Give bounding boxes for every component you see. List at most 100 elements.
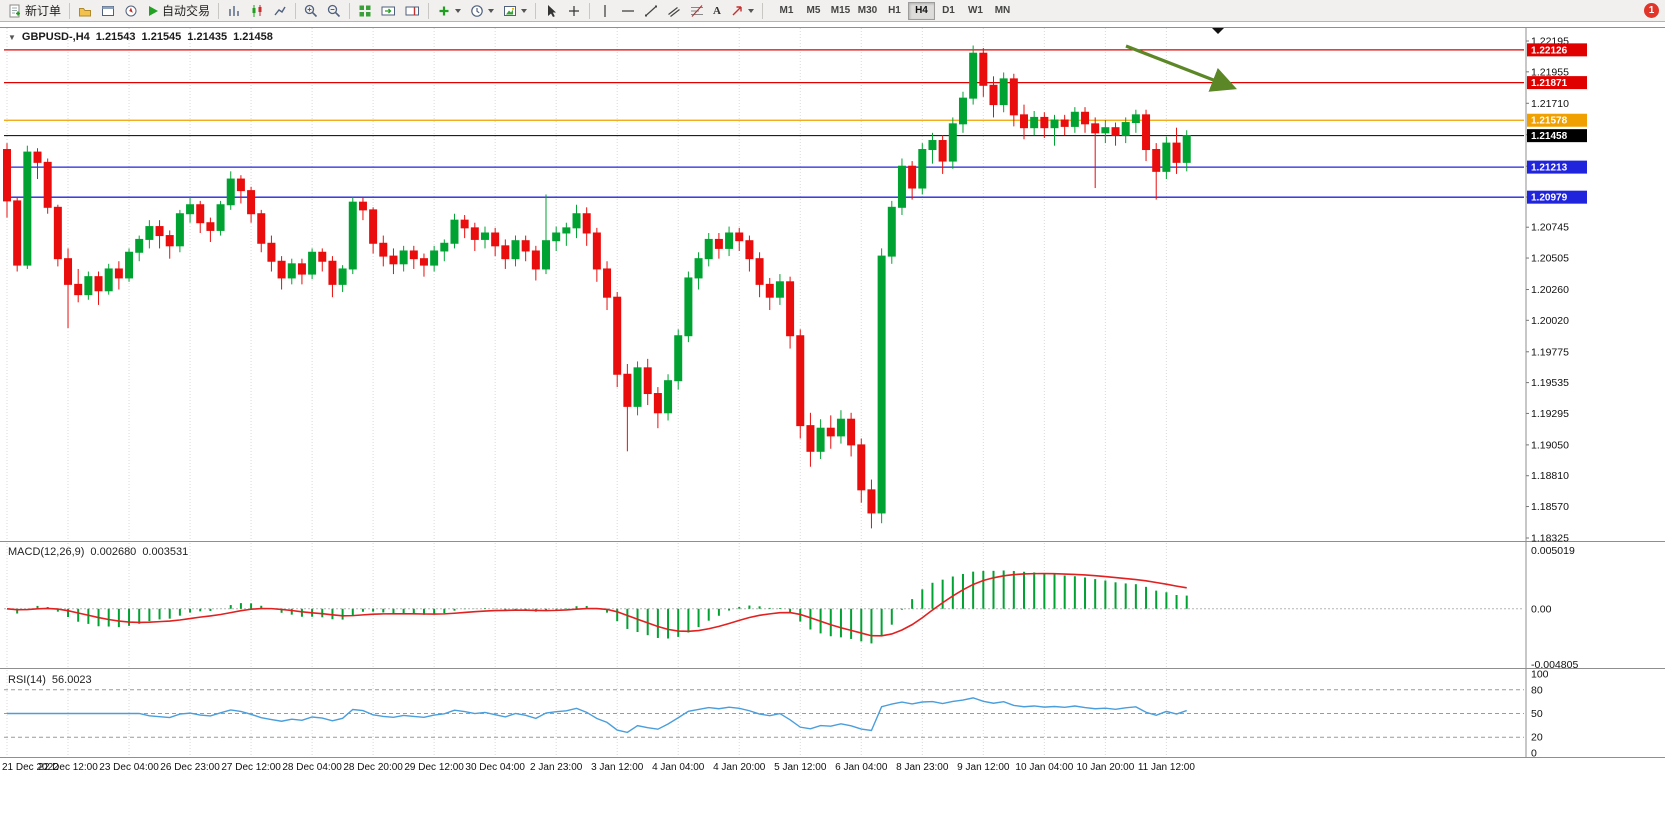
arrows-tool-button[interactable] xyxy=(726,1,758,21)
timeframe-button-h1[interactable]: H1 xyxy=(881,2,908,20)
time-axis-label: 9 Jan 12:00 xyxy=(957,762,1010,773)
zoom-in-button[interactable] xyxy=(300,1,322,21)
price-line-label[interactable] xyxy=(1527,113,1587,127)
profiles-button[interactable] xyxy=(74,1,96,21)
line-chart-button[interactable] xyxy=(269,1,291,21)
rsi-axis-label: 20 xyxy=(1531,732,1543,744)
timeframe-toolbar: M1 M5 M15 M30 H1 H4 D1 W1 MN xyxy=(773,1,1016,20)
toolbar-separator xyxy=(218,2,220,19)
auto-scroll-button[interactable] xyxy=(377,1,400,21)
chart-canvas[interactable]: 1.221951.219551.217101.214651.212201.209… xyxy=(0,22,1665,830)
chart-area: 1.221951.219551.217101.214651.212201.209… xyxy=(0,22,1665,830)
macd-signal-value: 0.003531 xyxy=(142,546,189,558)
time-axis-label: 4 Jan 04:00 xyxy=(652,762,705,773)
navigator-button[interactable] xyxy=(120,1,142,21)
chart-shift-button[interactable] xyxy=(401,1,424,21)
time-axis-label: 26 Dec 23:00 xyxy=(160,762,220,773)
price-tick-label: 1.18810 xyxy=(1531,470,1569,482)
price-line-label[interactable] xyxy=(1527,190,1587,204)
price-line-label[interactable] xyxy=(1527,76,1587,90)
zoom-in-icon xyxy=(304,4,318,17)
macd-signal-line xyxy=(6,572,1187,637)
dropdown-caret-icon xyxy=(455,8,462,13)
time-axis-label: 23 Dec 04:00 xyxy=(99,762,159,773)
timeframe-button-w1[interactable]: W1 xyxy=(962,2,989,20)
price-line-label[interactable] xyxy=(1527,160,1587,174)
compass-icon xyxy=(125,5,137,16)
auto-trading-label: 自动交易 xyxy=(162,4,211,18)
time-axis-label: 8 Jan 23:00 xyxy=(896,762,949,773)
time-axis-label: 21 Dec 2022 xyxy=(2,762,59,773)
svg-text:1.21213: 1.21213 xyxy=(1531,163,1568,174)
trendline-button[interactable] xyxy=(640,1,662,21)
timeframe-button-h4[interactable]: H4 xyxy=(907,1,935,20)
new-order-button[interactable]: 新订单 xyxy=(4,1,65,21)
time-axis-label: 28 Dec 20:00 xyxy=(343,762,403,773)
template-image-icon xyxy=(504,5,517,16)
price-tick-label: 1.21710 xyxy=(1531,98,1569,110)
text-tool-button[interactable]: A xyxy=(709,1,725,21)
timeframe-button-m1[interactable]: M1 xyxy=(773,2,800,20)
ohlc-high-value: 1.21545 xyxy=(141,31,182,43)
timeframe-button-m15[interactable]: M15 xyxy=(827,2,854,20)
templates-button[interactable] xyxy=(499,1,531,21)
time-axis-label: 4 Jan 20:00 xyxy=(713,762,766,773)
indicators-plus-icon xyxy=(439,6,449,15)
rsi-value: 56.0023 xyxy=(51,674,92,686)
vertical-line-button[interactable] xyxy=(594,1,616,21)
macd-label: MACD(12,26,9) xyxy=(8,546,85,558)
periods-button[interactable] xyxy=(466,1,498,21)
time-axis-label: 30 Dec 04:00 xyxy=(465,762,525,773)
price-tick-label: 1.21955 xyxy=(1531,66,1569,78)
candlestick-chart-icon xyxy=(252,4,262,17)
chart-marker-triangle[interactable] xyxy=(1211,27,1225,34)
horizontal-level-lines xyxy=(4,49,1524,198)
indicators-button[interactable] xyxy=(433,1,465,21)
timeframe-button-mn[interactable]: MN xyxy=(989,2,1016,20)
window-icon xyxy=(102,5,115,16)
chart-shift-icon xyxy=(405,6,420,15)
zoom-out-button[interactable] xyxy=(323,1,345,21)
timeframe-button-m5[interactable]: M5 xyxy=(800,2,827,20)
timeframe-button-m30[interactable]: M30 xyxy=(854,2,881,20)
time-axis-label: 10 Jan 20:00 xyxy=(1076,762,1134,773)
dropdown-caret-icon xyxy=(488,8,495,13)
equidistant-channel-button[interactable] xyxy=(663,1,685,21)
line-chart-icon xyxy=(274,6,286,15)
channel-icon xyxy=(668,6,680,17)
price-tick-label: 1.20505 xyxy=(1531,253,1569,265)
price-line-label[interactable] xyxy=(1527,129,1587,143)
macd-axis-label: 0.005019 xyxy=(1531,545,1575,557)
arrow-tool-icon xyxy=(732,5,742,15)
crosshair-button[interactable] xyxy=(563,1,585,21)
tile-windows-button[interactable] xyxy=(354,1,376,21)
toolbar-separator xyxy=(428,2,430,19)
ohlc-close-value: 1.21458 xyxy=(233,31,273,43)
price-tick-label: 1.20745 xyxy=(1531,222,1569,234)
cursor-button[interactable] xyxy=(540,1,562,21)
folder-icon xyxy=(79,7,92,16)
ohlc-low-value: 1.21435 xyxy=(187,31,228,43)
dropdown-caret-icon xyxy=(521,8,528,13)
data-window-button[interactable] xyxy=(97,1,119,21)
crosshair-icon xyxy=(569,5,580,16)
horizontal-line-button[interactable] xyxy=(617,1,639,21)
ohlc-open-value: 1.21543 xyxy=(95,31,136,43)
notification-badge[interactable]: 1 xyxy=(1644,3,1659,18)
bar-chart-button[interactable] xyxy=(223,1,245,21)
macd-axis-label: -0.004805 xyxy=(1531,659,1578,671)
text-tool-icon: A xyxy=(713,4,721,17)
auto-trading-button[interactable]: 自动交易 xyxy=(143,1,214,21)
timeframe-button-d1[interactable]: D1 xyxy=(935,2,962,20)
macd-indicator-title: MACD(12,26,9) 0.002680 0.003531 xyxy=(8,546,188,558)
price-tick-label: 1.20260 xyxy=(1531,284,1569,296)
candlestick-chart-button[interactable] xyxy=(246,1,268,21)
toolbar-separator xyxy=(535,2,537,19)
macd-axis-label: 0.00 xyxy=(1531,603,1552,615)
price-line-label[interactable] xyxy=(1527,43,1587,57)
svg-text:1.20979: 1.20979 xyxy=(1531,193,1568,204)
play-icon xyxy=(149,5,159,16)
annotation-arrow[interactable] xyxy=(1125,44,1237,92)
fibonacci-button[interactable] xyxy=(686,1,708,21)
